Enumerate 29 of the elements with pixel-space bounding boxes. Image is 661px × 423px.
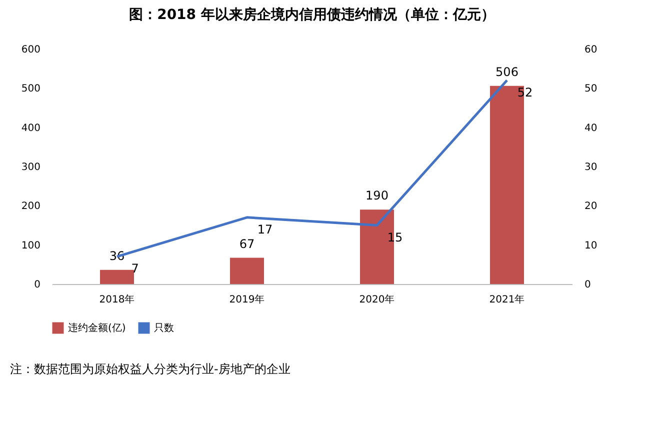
y2-tick-label: 0 [584, 280, 591, 290]
y-tick-label: 300 [21, 162, 40, 173]
y2-tick-label: 60 [584, 44, 598, 56]
x-tick-label: 2020年 [359, 294, 395, 306]
text: 注：数据范围为原始权益人分类为行业-房地产的企业 [10, 361, 292, 378]
x-tick-label: 2018年 [99, 294, 135, 306]
y-tick-label: 400 [21, 122, 40, 134]
y-tick-label: 600 [21, 44, 40, 56]
chart-title: 图：2018 年以来房企境内信用债违约情况（单位：亿元） [129, 6, 495, 23]
data-label: 506 [496, 64, 518, 79]
y2-tick-label: 30 [584, 162, 598, 173]
bar [100, 270, 134, 284]
x-tick-label: 2019年 [229, 294, 265, 306]
data-label: 67 [239, 236, 255, 251]
y-tick-label: 200 [21, 201, 40, 212]
y-tick-label: 0 [34, 280, 40, 290]
data-label: 190 [366, 188, 388, 203]
y2-tick-label: 10 [584, 240, 598, 252]
y-tick-label: 500 [21, 84, 40, 95]
data-label: 17 [257, 222, 273, 236]
y2-tick-label: 50 [584, 84, 598, 95]
legend-label: 只数 [154, 323, 174, 334]
y2-tick-label: 20 [584, 201, 598, 212]
bar [230, 258, 264, 284]
y2-tick-label: 40 [584, 122, 598, 134]
legend-label: 违约金额(亿) [68, 322, 126, 334]
data-label: 7 [131, 262, 139, 276]
x-tick-label: 2021年 [489, 294, 525, 306]
y-tick-label: 100 [21, 240, 40, 252]
